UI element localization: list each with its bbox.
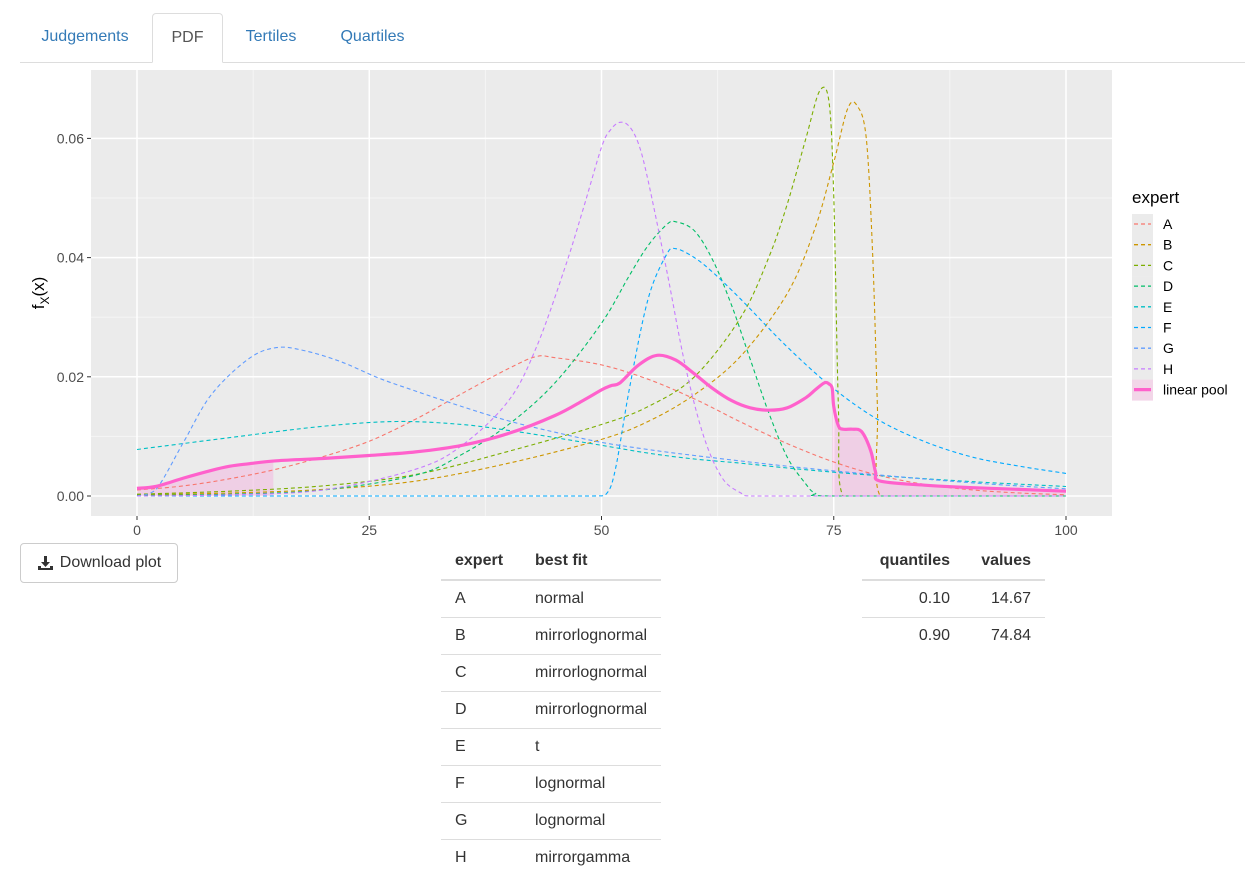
table-cell: B [441,617,521,655]
column-header: best fit [521,543,662,581]
table-row: 0.90 74.84 [862,617,1045,654]
series-line-e [136,420,1067,488]
table-cell: C [441,654,521,692]
legend-label: B [1163,237,1172,253]
plot-grid [91,70,1112,516]
table-cell: 14.67 [990,590,1031,607]
table-cell: F [441,765,521,803]
x-tick-label: 0 [133,522,141,538]
legend-label: H [1163,361,1173,377]
column-header: quantiles [862,543,964,581]
y-tick-label: 0.04 [57,250,84,266]
tab-tertiles[interactable]: Tertiles [245,28,297,45]
column-header: values [964,543,1045,581]
pdf-plot: 0 25 50 75 100 0.00 0.02 0.04 0.06 fX(x) expert … [29,70,1228,538]
legend-title: expert [1132,188,1180,207]
tail-shading [137,388,1066,496]
y-tick-label: 0.00 [57,488,84,504]
table-cell: 74.84 [964,617,1045,654]
table-header-row: expert best fit [441,543,662,581]
series-line-linear-pool [136,353,1067,493]
legend-label: D [1163,278,1173,294]
plot-axes: 0 25 50 75 100 0.00 0.02 0.04 0.06 [57,130,1078,538]
table-cell: E [441,728,521,766]
series-line-h [136,121,1066,497]
tail-area [832,388,1066,496]
table-cell: D [441,691,521,729]
table-cell: G [441,802,521,840]
x-tick-label: 25 [361,522,377,538]
tab-judgements[interactable]: Judgements [41,28,129,45]
download-plot-button[interactable]: Download plot [20,543,178,583]
tab-quartiles[interactable]: Quartiles [340,28,405,45]
x-tick-label: 50 [594,522,610,538]
y-tick-label: 0.02 [57,369,84,385]
legend-label: E [1163,299,1172,315]
table-cell: mirrorlognormal [521,654,662,692]
table-cell: t [521,728,662,766]
table-cell: lognormal [521,802,662,840]
y-tick-label: 0.06 [57,130,84,146]
series-line-g [136,346,1067,497]
table-header-row: quantiles values [862,543,1045,581]
tail-area [137,461,274,496]
legend-label: linear pool [1163,382,1228,398]
table-cell: 0.90 [862,617,964,654]
table-cell: mirrorlognormal [521,617,662,655]
x-tick-label: 75 [826,522,842,538]
x-tick-label: 100 [1054,522,1078,538]
plot-lines [136,86,1067,497]
legend-label: G [1163,340,1174,356]
download-label: Download plot [59,554,162,571]
series-line-b [136,101,1066,497]
download-icon [37,555,54,571]
table-cell: mirrorlognormal [521,691,662,729]
series-line-c [136,86,1066,497]
series-line-d [136,220,1066,497]
table-row: 0.10 14.67 [862,580,1045,618]
column-header: expert [441,543,521,581]
table-cell: A [455,590,466,607]
tab-pdf[interactable]: PDF [152,13,223,63]
table-cell: 0.10 [918,590,950,607]
series-line-f [137,247,1067,497]
table-cell: H [441,839,521,876]
table-cell: lognormal [521,765,662,803]
tab-bar: Judgements PDF Tertiles Quartiles [20,13,1245,63]
table-cell: mirrorgamma [521,839,662,876]
legend-label: C [1163,257,1173,273]
legend-label: F [1163,320,1172,336]
y-axis-label: fX(x) [29,277,52,310]
quantile-table: quantiles values 0.10 14.67 0.90 74.84 [862,543,1045,654]
table-cell: normal [535,590,584,607]
legend-label: A [1163,216,1173,232]
